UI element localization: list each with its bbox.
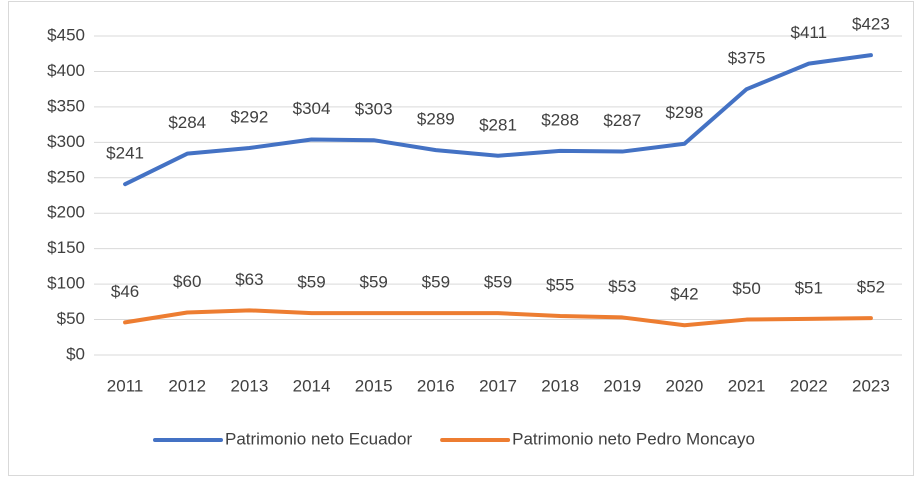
x-tick-label: 2023 bbox=[852, 376, 890, 395]
y-tick-label: $250 bbox=[47, 167, 85, 186]
y-tick-label: $350 bbox=[47, 96, 85, 115]
data-label: $292 bbox=[230, 107, 268, 126]
data-label: $281 bbox=[479, 115, 517, 134]
y-tick-label: $50 bbox=[57, 309, 85, 328]
y-tick-label: $300 bbox=[47, 132, 85, 151]
y-tick-label: $0 bbox=[66, 344, 85, 363]
series-line bbox=[123, 308, 873, 328]
data-label: $288 bbox=[541, 110, 579, 129]
data-label: $298 bbox=[666, 103, 704, 122]
x-tick-label: 2012 bbox=[168, 376, 206, 395]
data-label: $51 bbox=[795, 278, 823, 297]
y-tick-label: $450 bbox=[47, 25, 85, 44]
x-tick-label: 2013 bbox=[230, 376, 268, 395]
legend-label: Patrimonio neto Ecuador bbox=[225, 429, 412, 448]
x-tick-label: 2020 bbox=[666, 376, 704, 395]
x-tick-label: 2018 bbox=[541, 376, 579, 395]
y-tick-label: $200 bbox=[47, 203, 85, 222]
data-label: $423 bbox=[852, 15, 890, 34]
data-label: $59 bbox=[297, 273, 325, 292]
data-label: $42 bbox=[670, 285, 698, 304]
data-label: $375 bbox=[728, 49, 766, 68]
data-label: $63 bbox=[235, 270, 263, 289]
data-label: $55 bbox=[546, 275, 574, 294]
x-tick-label: 2017 bbox=[479, 376, 517, 395]
data-label: $50 bbox=[732, 279, 760, 298]
x-tick-label: 2021 bbox=[728, 376, 766, 395]
data-label: $60 bbox=[173, 272, 201, 291]
x-tick-label: 2011 bbox=[107, 376, 144, 395]
data-label: $52 bbox=[857, 278, 885, 297]
legend-label: Patrimonio neto Pedro Moncayo bbox=[512, 429, 755, 448]
data-label: $46 bbox=[111, 282, 139, 301]
x-tick-label: 2014 bbox=[293, 376, 331, 395]
data-label: $53 bbox=[608, 277, 636, 296]
data-label: $289 bbox=[417, 110, 455, 129]
chart-border bbox=[8, 1, 914, 476]
data-label: $284 bbox=[168, 113, 206, 132]
x-tick-label: 2022 bbox=[790, 376, 828, 395]
data-label: $241 bbox=[106, 144, 144, 163]
x-tick-label: 2015 bbox=[355, 376, 393, 395]
data-label: $303 bbox=[355, 100, 393, 119]
data-label: $287 bbox=[603, 111, 641, 130]
data-label: $59 bbox=[360, 273, 388, 292]
series-line bbox=[123, 53, 873, 187]
y-tick-label: $100 bbox=[47, 274, 85, 293]
data-label: $411 bbox=[790, 23, 827, 42]
data-label: $304 bbox=[293, 99, 331, 118]
x-tick-label: 2016 bbox=[417, 376, 455, 395]
data-label: $59 bbox=[422, 273, 450, 292]
y-tick-label: $400 bbox=[47, 61, 85, 80]
data-label: $59 bbox=[484, 273, 512, 292]
x-tick-label: 2019 bbox=[603, 376, 641, 395]
y-tick-label: $150 bbox=[47, 238, 85, 257]
